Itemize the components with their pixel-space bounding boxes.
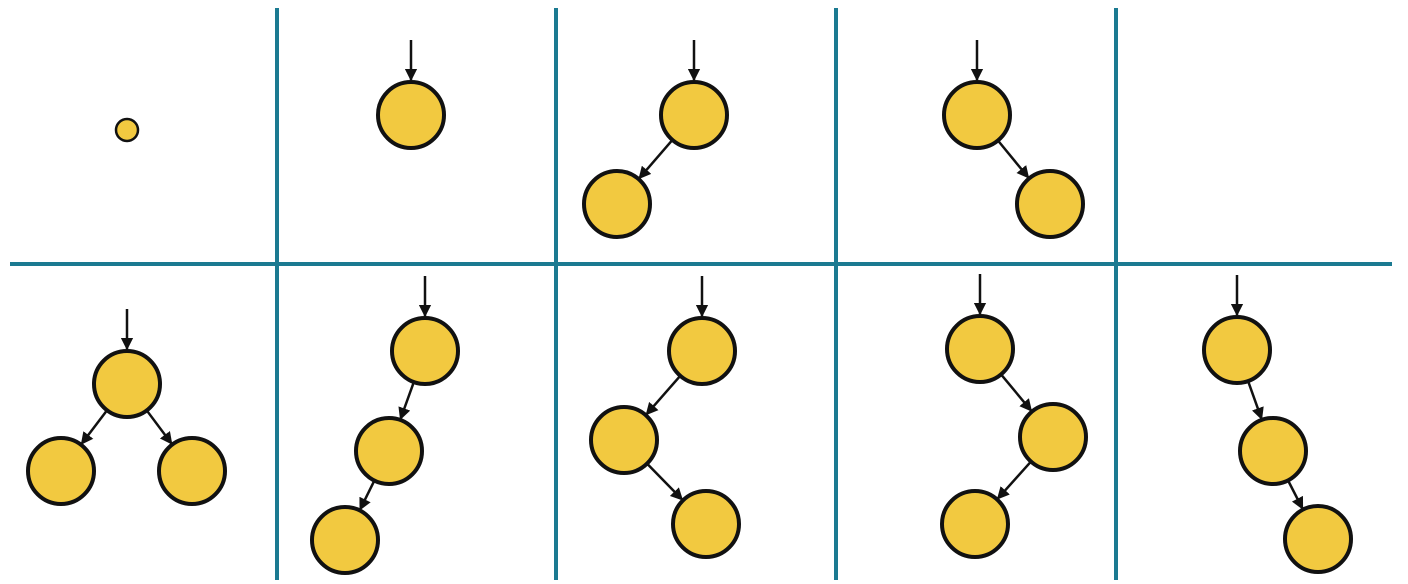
tree-node-L <box>582 169 652 239</box>
tree-node-R <box>1015 169 1085 239</box>
tree-node-L <box>589 405 659 475</box>
edge-r-R <box>145 409 173 445</box>
panel-right-left <box>940 274 1088 559</box>
panel-left-right <box>589 276 741 559</box>
tree-node-LR <box>671 489 741 559</box>
edge-R-RL <box>996 460 1032 500</box>
tree-node-r <box>1202 315 1272 385</box>
edge-R-RR <box>1286 479 1304 510</box>
panel-root-left-right <box>26 309 227 506</box>
edge-r-L <box>638 139 674 180</box>
panel-single-node <box>376 40 446 150</box>
edge-r-R <box>996 139 1030 179</box>
null-tree-dot <box>114 117 140 143</box>
tree-node-R <box>1018 402 1088 472</box>
edge-L-LL <box>358 480 376 511</box>
tree-node-RR <box>1283 504 1353 574</box>
panel-empty-tree <box>114 117 140 143</box>
tree-node-r <box>942 80 1012 150</box>
edge-r-L <box>80 409 109 445</box>
tree-node-r <box>945 314 1015 384</box>
tree-node-LL <box>310 505 380 575</box>
tree-node-L <box>26 436 96 506</box>
panel-root-left <box>582 40 729 239</box>
tree-node-r <box>92 349 162 419</box>
tree-node-R <box>1238 416 1308 486</box>
edge-r-L <box>645 374 682 416</box>
tree-panels <box>26 40 1353 575</box>
tree-node-r <box>376 80 446 150</box>
edge-r-R <box>1246 380 1264 421</box>
edge-r-L <box>398 381 415 421</box>
tree-node-L <box>354 416 424 486</box>
panel-root-right <box>942 40 1085 239</box>
tree-node-RL <box>940 489 1010 559</box>
tree-node-R <box>157 436 227 506</box>
tree-node-r <box>659 80 729 150</box>
panel-left-left <box>310 276 460 575</box>
tree-node-r <box>667 316 737 386</box>
panel-grid <box>10 8 1392 580</box>
edge-r-R <box>1000 373 1033 412</box>
tree-node-r <box>390 316 460 386</box>
panel-right-right <box>1202 275 1353 574</box>
edge-L-LR <box>646 462 684 501</box>
